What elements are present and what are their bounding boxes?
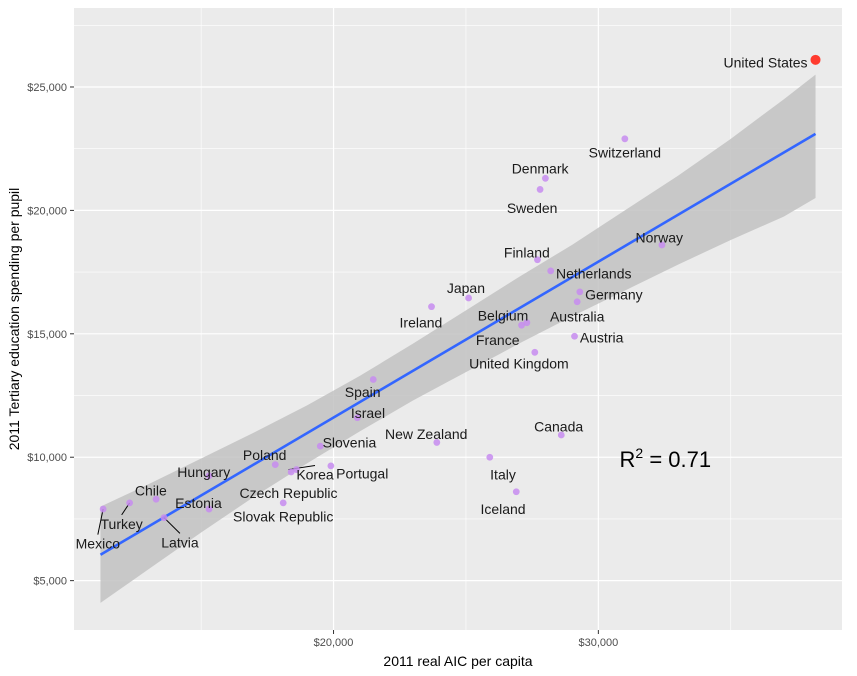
point-norway (658, 241, 666, 249)
point-ireland (428, 303, 435, 311)
y-tick-label: $10,000 (27, 452, 67, 464)
point-latvia (160, 514, 168, 522)
label-germany: Germany (585, 286, 643, 302)
x-tick-label: $20,000 (314, 637, 354, 649)
leader-mexico (97, 508, 104, 535)
label-austria: Austria (580, 330, 624, 346)
point-slovak-republic (279, 499, 287, 507)
point-denmark (541, 174, 549, 182)
data-points (99, 54, 821, 522)
label-united-states: United States (724, 54, 808, 70)
point-korea (293, 466, 300, 473)
x-axis-title: 2011 real AIC per capita (383, 653, 532, 669)
point-chile (152, 495, 160, 503)
label-latvia: Latvia (161, 534, 199, 550)
point-mexico (99, 505, 107, 513)
point-slovenia (316, 442, 324, 450)
x-tick-label: $30,000 (578, 637, 618, 649)
label-iceland: Iceland (480, 501, 525, 517)
point-turkey (126, 499, 134, 507)
point-labels: United States Switzerland Denmark Sweden Nor… (76, 54, 808, 551)
y-tick-label: $5,000 (33, 576, 67, 588)
confidence-band (100, 74, 816, 603)
label-ireland: Ireland (400, 315, 443, 331)
label-poland: Poland (243, 447, 287, 463)
point-finland (534, 256, 541, 264)
label-belgium: Belgium (478, 307, 529, 323)
label-hungary: Hungary (177, 464, 230, 480)
label-denmark: Denmark (512, 160, 570, 176)
label-switzerland: Switzerland (589, 144, 661, 160)
label-turkey: Turkey (101, 516, 143, 532)
r-squared-annotation: R2 = 0.71 (620, 445, 712, 472)
label-netherlands: Netherlands (556, 265, 632, 281)
label-slovak-republic: Slovak Republic (233, 508, 333, 524)
label-czech-republic: Czech Republic (239, 485, 337, 501)
point-canada (557, 431, 565, 439)
point-hungary (205, 472, 213, 480)
label-united-kingdom: United Kingdom (469, 355, 569, 371)
point-portugal (327, 462, 335, 470)
point-spain (369, 376, 377, 383)
point-belgium (523, 319, 531, 327)
label-italy: Italy (490, 467, 516, 483)
label-sweden: Sweden (507, 200, 558, 216)
r-squared-value: = 0.71 (643, 447, 711, 472)
point-sweden (536, 186, 544, 193)
point-netherlands (547, 267, 555, 275)
leader-korea (288, 465, 316, 471)
label-japan: Japan (447, 280, 485, 296)
label-new-zealand: New Zealand (385, 426, 468, 442)
axis-ticks: $20,000 $30,000 $5,000 $10,000 $15,000 $20,00… (27, 82, 618, 649)
r-squared-prefix: R (620, 447, 636, 472)
label-portugal: Portugal (336, 465, 388, 481)
point-japan (465, 294, 472, 302)
point-austria (571, 332, 578, 340)
label-estonia: Estonia (175, 495, 222, 511)
label-slovenia: Slovenia (323, 434, 377, 450)
point-poland (271, 461, 279, 469)
grid (74, 8, 842, 630)
point-italy (486, 453, 494, 461)
label-spain: Spain (345, 384, 381, 400)
label-australia: Australia (550, 309, 605, 325)
confidence-band-area (100, 74, 816, 603)
fit-line (99, 132, 817, 556)
label-chile: Chile (135, 483, 167, 499)
point-france (518, 321, 525, 329)
label-israel: Israel (351, 405, 385, 421)
point-estonia (205, 505, 213, 513)
label-finland: Finland (504, 244, 550, 260)
leader-latvia (163, 517, 181, 534)
point-switzerland (621, 135, 629, 143)
label-norway: Norway (636, 230, 683, 246)
point-iceland (512, 488, 520, 496)
point-united-states (810, 54, 821, 65)
point-germany (576, 288, 584, 296)
label-korea: Korea (296, 467, 334, 483)
point-new-zealand (433, 439, 441, 446)
point-israel (353, 414, 361, 422)
point-australia (573, 298, 581, 306)
y-tick-label: $20,000 (27, 205, 67, 217)
label-france: France (476, 332, 520, 348)
point-united-kingdom (531, 348, 539, 356)
y-axis-title: 2011 Tertiary education spending per pup… (6, 188, 22, 451)
label-mexico: Mexico (76, 536, 121, 552)
label-canada: Canada (534, 418, 583, 434)
y-tick-label: $25,000 (27, 82, 67, 94)
regression-line (99, 132, 817, 556)
point-czech-republic (287, 468, 295, 476)
y-tick-label: $15,000 (27, 329, 67, 341)
r-squared-superscript: 2 (635, 445, 643, 461)
